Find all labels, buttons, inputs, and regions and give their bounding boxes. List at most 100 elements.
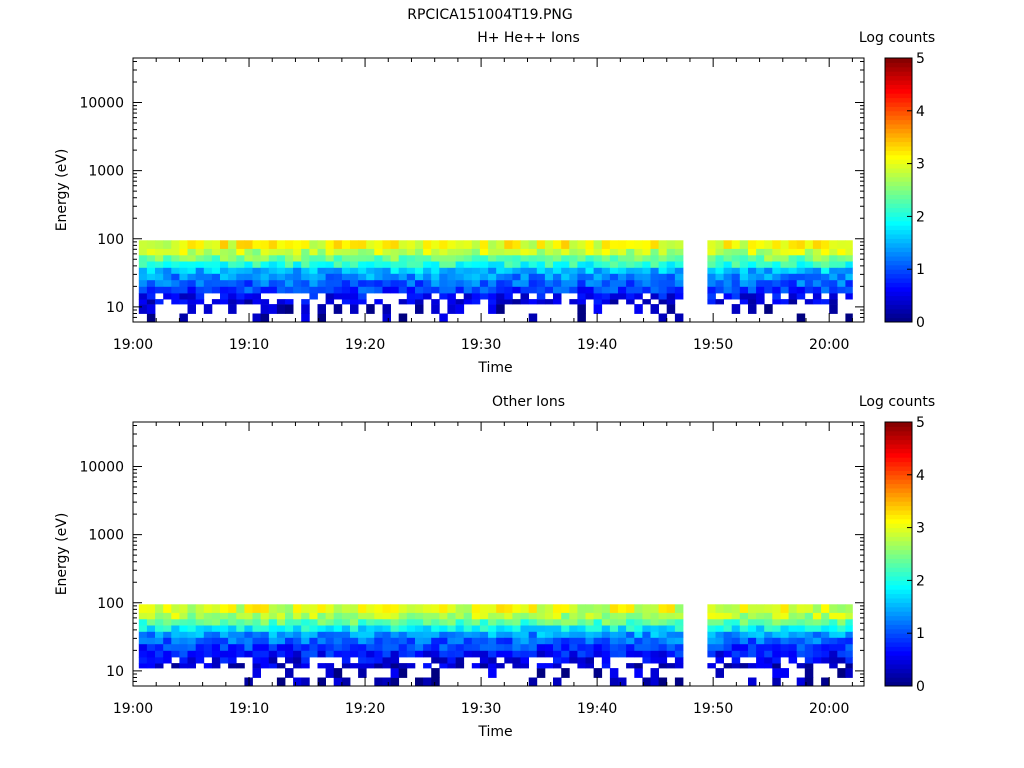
heatmap-cell — [415, 612, 424, 620]
heatmap-cell — [837, 618, 846, 626]
heatmap-cell — [252, 663, 261, 669]
heatmap-cell — [366, 663, 375, 669]
heatmap-cell — [325, 248, 335, 256]
heatmap-cell — [179, 657, 188, 664]
heatmap-cell — [845, 663, 853, 669]
heatmap-cell — [374, 631, 383, 638]
heatmap-cell — [187, 273, 196, 281]
heatmap-cell — [512, 248, 521, 256]
heatmap-cell — [731, 240, 741, 249]
heatmap-cell — [252, 286, 261, 294]
heatmap-cell — [780, 254, 789, 262]
colorbar-tick-label: 5 — [916, 415, 925, 431]
heatmap-cell — [650, 668, 659, 678]
y-axis-label: Energy (eV) — [54, 149, 70, 232]
heatmap-cell — [731, 663, 741, 669]
heatmap-cell — [666, 612, 676, 620]
heatmap-cell — [309, 637, 318, 645]
heatmap-cell — [528, 643, 538, 651]
heatmap-cell — [220, 240, 229, 249]
heatmap-cell — [471, 631, 481, 638]
heatmap-cell — [244, 650, 253, 658]
heatmap-cell — [642, 625, 651, 632]
heatmap-cell — [447, 279, 456, 287]
heatmap-cell — [471, 286, 481, 294]
heatmap-cell — [463, 618, 473, 626]
heatmap-cell — [593, 286, 603, 294]
heatmap-cell — [496, 650, 505, 658]
colorbar-segment — [885, 642, 912, 647]
colorbar-segment — [885, 606, 912, 612]
heatmap-cell — [228, 279, 237, 287]
heatmap-cell — [163, 286, 172, 294]
heatmap-cell — [293, 677, 302, 687]
colorbar-segment — [885, 576, 912, 581]
heatmap-cell — [431, 267, 440, 274]
heatmap-cell — [203, 273, 213, 281]
heatmap-cell — [585, 286, 594, 294]
heatmap-cell — [471, 604, 481, 613]
heatmap-cell — [431, 279, 440, 287]
heatmap-cell — [536, 604, 546, 613]
heatmap-cell — [358, 663, 367, 669]
heatmap-cell — [634, 267, 643, 274]
heatmap-cell — [268, 254, 278, 262]
heatmap-cell — [358, 254, 367, 262]
heatmap-cell — [756, 267, 765, 274]
heatmap-cell — [431, 604, 440, 613]
heatmap-cell — [146, 637, 156, 645]
heatmap-cell — [382, 612, 391, 620]
heatmap-cell — [650, 612, 659, 620]
heatmap-cell — [593, 618, 603, 626]
heatmap-cell — [260, 313, 270, 323]
heatmap-cell — [504, 650, 513, 658]
heatmap-cell — [163, 254, 172, 262]
heatmap-cell — [520, 643, 529, 651]
heatmap-cell — [390, 612, 400, 620]
heatmap-cell — [220, 637, 229, 645]
heatmap-cell — [358, 625, 367, 632]
heatmap-cell — [171, 625, 180, 632]
heatmap-cell — [715, 643, 724, 651]
heatmap-cell — [520, 261, 529, 268]
heatmap-cell — [650, 286, 659, 294]
colorbar-segment — [885, 501, 912, 507]
heatmap-cell — [187, 304, 196, 314]
heatmap-cell — [577, 604, 586, 613]
heatmap-cell — [236, 643, 245, 651]
heatmap-cell — [146, 273, 156, 281]
heatmap-cell — [333, 643, 343, 651]
heatmap-cell — [220, 273, 229, 281]
colorbar-segment — [885, 659, 912, 665]
heatmap-cell — [447, 650, 456, 658]
heatmap-cell — [812, 248, 822, 256]
heatmap-cell — [447, 267, 456, 274]
heatmap-cell — [431, 631, 440, 638]
colorbar-segment — [885, 124, 912, 129]
heatmap-cell — [423, 279, 432, 287]
x-tick-label: 19:00 — [113, 701, 153, 717]
heatmap-cell — [179, 637, 188, 645]
heatmap-cell — [398, 273, 408, 281]
colorbar-segment — [885, 457, 912, 463]
heatmap-cell — [788, 612, 798, 620]
heatmap-cell — [350, 643, 359, 651]
heatmap-cell — [593, 261, 603, 268]
heatmap-cell — [423, 261, 432, 268]
colorbar-segment — [885, 234, 912, 239]
heatmap-cell — [244, 631, 253, 638]
heatmap-cell — [252, 625, 261, 632]
heatmap-cell — [406, 293, 416, 300]
heatmap-cell — [301, 248, 310, 256]
heatmap-cell — [772, 248, 781, 256]
heatmap-cell — [715, 631, 724, 638]
heatmap-cell — [512, 612, 521, 620]
heatmap-cell — [756, 293, 765, 300]
heatmap-cell — [512, 604, 521, 613]
heatmap-cell — [601, 286, 611, 294]
heatmap-cell — [780, 286, 789, 294]
heatmap-cell — [179, 612, 188, 620]
heatmap-cell — [220, 604, 229, 613]
heatmap-cell — [593, 240, 603, 249]
heatmap-cell — [593, 304, 603, 314]
